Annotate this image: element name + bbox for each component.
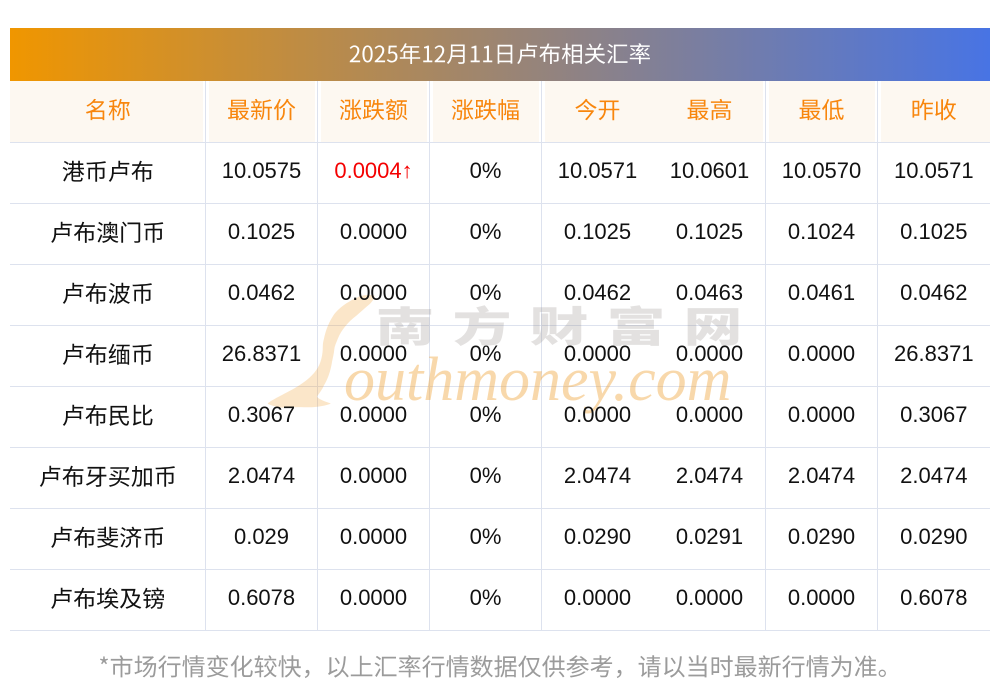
svg-text:0.6078: 0.6078 [900, 585, 967, 610]
svg-text:0.0000: 0.0000 [340, 341, 407, 366]
svg-text:0.0000: 0.0000 [340, 524, 407, 549]
svg-text:0.1025: 0.1025 [676, 219, 743, 244]
svg-text:0.0000: 0.0000 [564, 402, 631, 427]
svg-text:0%: 0% [470, 158, 502, 183]
svg-text:0.0000: 0.0000 [340, 585, 407, 610]
svg-text:0.6078: 0.6078 [228, 585, 295, 610]
svg-text:0.0000: 0.0000 [676, 341, 743, 366]
svg-text:0.0462: 0.0462 [900, 280, 967, 305]
svg-text:0%: 0% [470, 524, 502, 549]
svg-text:0.1025: 0.1025 [900, 219, 967, 244]
svg-text:10.0570: 10.0570 [782, 158, 862, 183]
svg-text:0.1025: 0.1025 [228, 219, 295, 244]
svg-text:0.0000: 0.0000 [340, 219, 407, 244]
svg-text:10.0601: 10.0601 [670, 158, 750, 183]
svg-text:0.0000: 0.0000 [564, 585, 631, 610]
svg-text:0.1024: 0.1024 [788, 219, 855, 244]
svg-text:0.0290: 0.0290 [900, 524, 967, 549]
svg-text:26.8371: 26.8371 [894, 341, 974, 366]
svg-text:10.0571: 10.0571 [894, 158, 974, 183]
svg-text:0.0000: 0.0000 [340, 402, 407, 427]
svg-text:0.0000: 0.0000 [788, 585, 855, 610]
svg-text:0.0290: 0.0290 [564, 524, 631, 549]
svg-text:0%: 0% [470, 585, 502, 610]
svg-text:2.0474: 2.0474 [564, 463, 631, 488]
svg-text:0.0000: 0.0000 [340, 280, 407, 305]
svg-text:0.0463: 0.0463 [676, 280, 743, 305]
svg-text:0%: 0% [470, 341, 502, 366]
svg-text:0.0000: 0.0000 [564, 341, 631, 366]
svg-text:0.0004↑: 0.0004↑ [334, 158, 412, 183]
svg-text:0.0000: 0.0000 [340, 463, 407, 488]
svg-text:0.1025: 0.1025 [564, 219, 631, 244]
svg-text:0.0000: 0.0000 [788, 402, 855, 427]
svg-text:0.3067: 0.3067 [900, 402, 967, 427]
svg-text:0.0462: 0.0462 [564, 280, 631, 305]
svg-text:0.0461: 0.0461 [788, 280, 855, 305]
svg-text:0.0291: 0.0291 [676, 524, 743, 549]
svg-text:0%: 0% [470, 280, 502, 305]
svg-text:10.0571: 10.0571 [558, 158, 638, 183]
svg-text:2.0474: 2.0474 [228, 463, 295, 488]
svg-text:0.0290: 0.0290 [788, 524, 855, 549]
svg-text:0%: 0% [470, 402, 502, 427]
svg-text:26.8371: 26.8371 [222, 341, 302, 366]
svg-text:0.3067: 0.3067 [228, 402, 295, 427]
svg-text:2.0474: 2.0474 [788, 463, 855, 488]
svg-text:0.029: 0.029 [234, 524, 289, 549]
svg-text:0.0000: 0.0000 [676, 585, 743, 610]
svg-text:10.0575: 10.0575 [222, 158, 302, 183]
svg-text:0.0000: 0.0000 [676, 402, 743, 427]
svg-text:0.0000: 0.0000 [788, 341, 855, 366]
svg-text:2.0474: 2.0474 [900, 463, 967, 488]
svg-text:0%: 0% [470, 463, 502, 488]
svg-text:0.0462: 0.0462 [228, 280, 295, 305]
svg-text:0%: 0% [470, 219, 502, 244]
svg-text:outhmoney.com: outhmoney.com [344, 346, 731, 414]
svg-text:2.0474: 2.0474 [676, 463, 743, 488]
